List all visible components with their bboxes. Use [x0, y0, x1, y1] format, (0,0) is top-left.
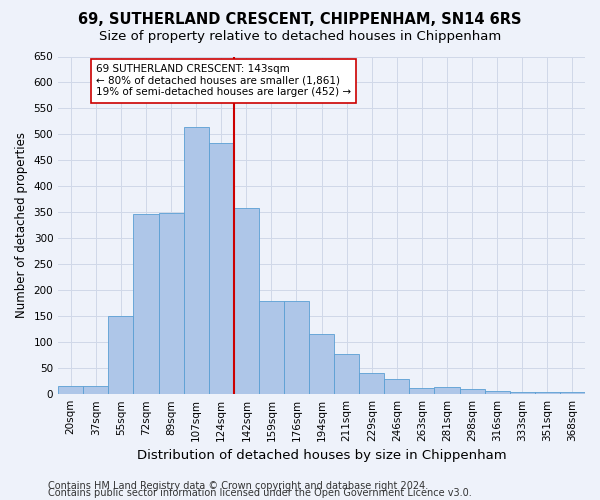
Bar — [209, 144, 234, 394]
Bar — [109, 316, 133, 394]
Y-axis label: Number of detached properties: Number of detached properties — [15, 132, 28, 318]
Bar — [535, 392, 560, 394]
Bar — [334, 354, 359, 394]
X-axis label: Distribution of detached houses by size in Chippenham: Distribution of detached houses by size … — [137, 450, 506, 462]
Bar — [359, 374, 385, 394]
Bar — [259, 300, 284, 394]
Bar — [434, 388, 460, 394]
Bar — [485, 390, 510, 394]
Text: 69, SUTHERLAND CRESCENT, CHIPPENHAM, SN14 6RS: 69, SUTHERLAND CRESCENT, CHIPPENHAM, SN1… — [78, 12, 522, 28]
Bar — [58, 386, 83, 394]
Bar — [158, 214, 184, 394]
Bar — [309, 334, 334, 394]
Text: 69 SUTHERLAND CRESCENT: 143sqm
← 80% of detached houses are smaller (1,861)
19% : 69 SUTHERLAND CRESCENT: 143sqm ← 80% of … — [96, 64, 351, 98]
Bar — [284, 300, 309, 394]
Bar — [184, 126, 209, 394]
Text: Size of property relative to detached houses in Chippenham: Size of property relative to detached ho… — [99, 30, 501, 43]
Bar — [385, 378, 409, 394]
Text: Contains HM Land Registry data © Crown copyright and database right 2024.: Contains HM Land Registry data © Crown c… — [48, 481, 428, 491]
Bar — [409, 388, 434, 394]
Bar — [234, 208, 259, 394]
Bar — [133, 214, 158, 394]
Bar — [460, 389, 485, 394]
Bar — [510, 392, 535, 394]
Bar — [560, 392, 585, 394]
Text: Contains public sector information licensed under the Open Government Licence v3: Contains public sector information licen… — [48, 488, 472, 498]
Bar — [83, 386, 109, 394]
